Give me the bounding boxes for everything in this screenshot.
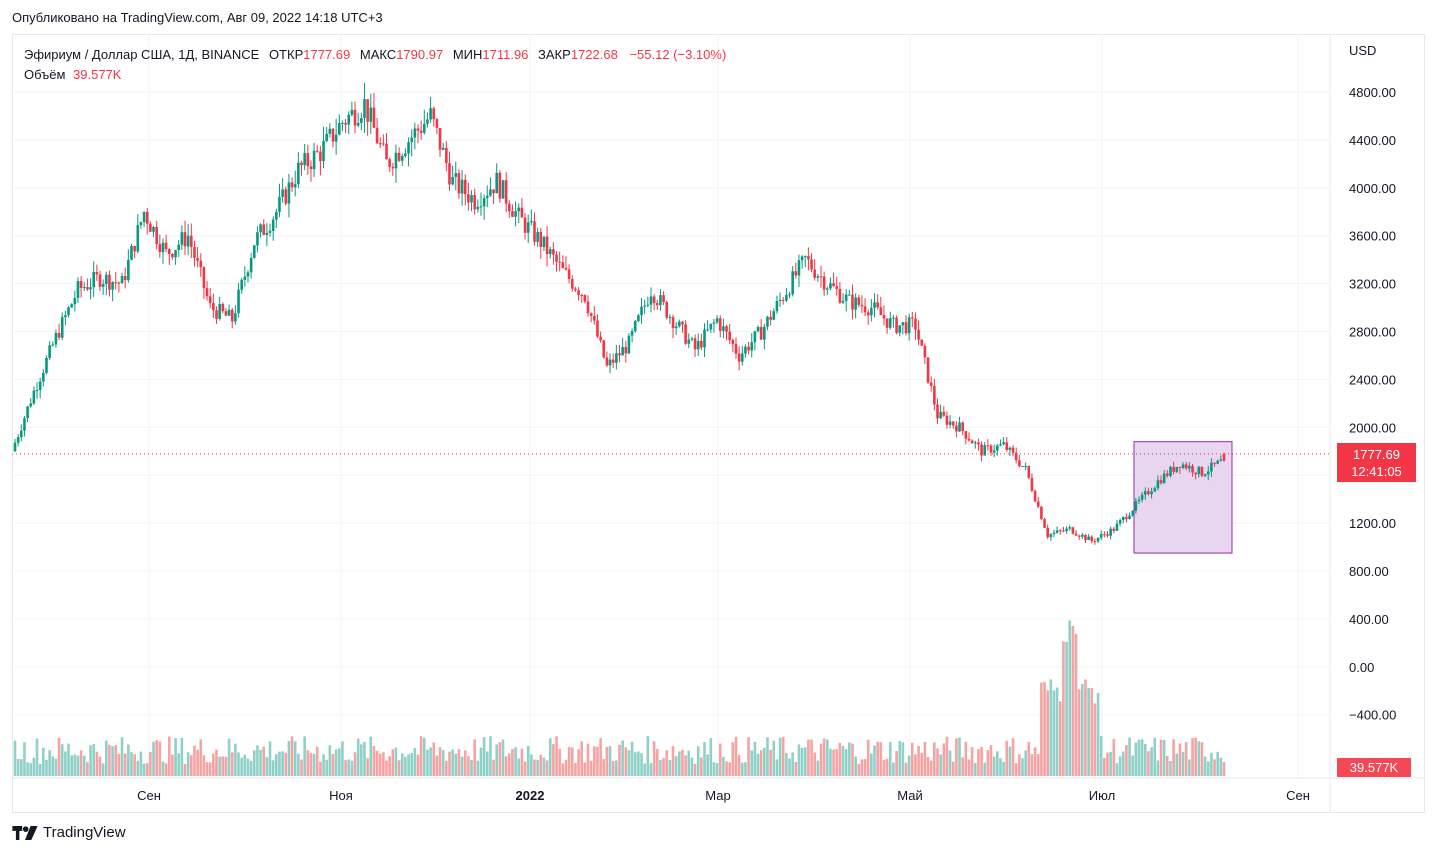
- price-tick: 2400.00: [1349, 372, 1396, 387]
- legend-volume-row: Объём 39.577K: [24, 65, 726, 85]
- currency-label: USD: [1349, 43, 1376, 58]
- volume-label[interactable]: Объём: [24, 67, 66, 82]
- price-tick: 0.00: [1349, 660, 1374, 675]
- price-tick: 3200.00: [1349, 277, 1396, 292]
- low-value: 1711.96: [482, 47, 529, 62]
- candles: [13, 82, 1226, 545]
- footer-brand[interactable]: TradingView: [12, 824, 126, 841]
- price-tick: 3600.00: [1349, 229, 1396, 244]
- time-tick: Сен: [137, 788, 161, 803]
- highlight-rectangle[interactable]: [1133, 441, 1233, 554]
- low-label: МИН: [452, 47, 483, 62]
- open-value: 1777.69: [303, 47, 351, 62]
- price-tick: −400.00: [1349, 708, 1396, 723]
- last-price-tag: 1777.69 12:41:05: [1337, 443, 1416, 482]
- change-value: −55.12 (−3.10%): [629, 47, 727, 62]
- last-price-value: 1777.69: [1353, 447, 1400, 462]
- time-axis[interactable]: Сен Ноя 2022 Мар Май Июл Сен: [137, 788, 1310, 803]
- time-tick: Мар: [705, 788, 730, 803]
- time-tick: Сен: [1286, 788, 1310, 803]
- symbol-title[interactable]: Эфириум / Доллар США, 1Д, BINANCE: [24, 47, 260, 62]
- bar-countdown: 12:41:05: [1351, 464, 1402, 479]
- tradingview-logo-icon: [12, 825, 38, 840]
- time-tick: Май: [897, 788, 922, 803]
- volume-tag: 39.577K: [1337, 758, 1411, 777]
- price-tick: 400.00: [1349, 612, 1389, 627]
- price-tick: 800.00: [1349, 564, 1389, 579]
- volume-value: 39.577K: [73, 67, 122, 82]
- volume-bars: [13, 620, 1226, 776]
- price-tick: 4800.00: [1349, 85, 1396, 100]
- price-tick: 2000.00: [1349, 420, 1396, 435]
- price-axis[interactable]: USD 4800.00 4400.00 4000.00 3600.00 3200.00 28…: [1349, 43, 1396, 723]
- close-label: ЗАКР: [538, 47, 571, 62]
- time-tick: 2022: [516, 788, 545, 803]
- open-label: ОТКР: [268, 47, 304, 62]
- time-tick: Июл: [1089, 788, 1115, 803]
- brand-name: TradingView: [43, 824, 126, 841]
- high-value: 1790.97: [396, 47, 444, 62]
- time-tick: Ноя: [329, 788, 353, 803]
- published-caption: Опубликовано на TradingView.com, Авг 09,…: [12, 10, 383, 25]
- price-tick: 1200.00: [1349, 516, 1396, 531]
- chart-legend: Эфириум / Доллар США, 1Д, BINANCE ОТКР17…: [24, 45, 726, 85]
- price-tick: 4400.00: [1349, 133, 1396, 148]
- close-value: 1722.68: [570, 47, 618, 62]
- candlestick-chart[interactable]: USD 4800.00 4400.00 4000.00 3600.00 3200.00 28…: [12, 34, 1425, 813]
- price-tick: 2800.00: [1349, 325, 1396, 340]
- legend-ohlc-row: Эфириум / Доллар США, 1Д, BINANCE ОТКР17…: [24, 45, 726, 65]
- price-tick: 4000.00: [1349, 181, 1396, 196]
- high-label: МАКС: [359, 47, 397, 62]
